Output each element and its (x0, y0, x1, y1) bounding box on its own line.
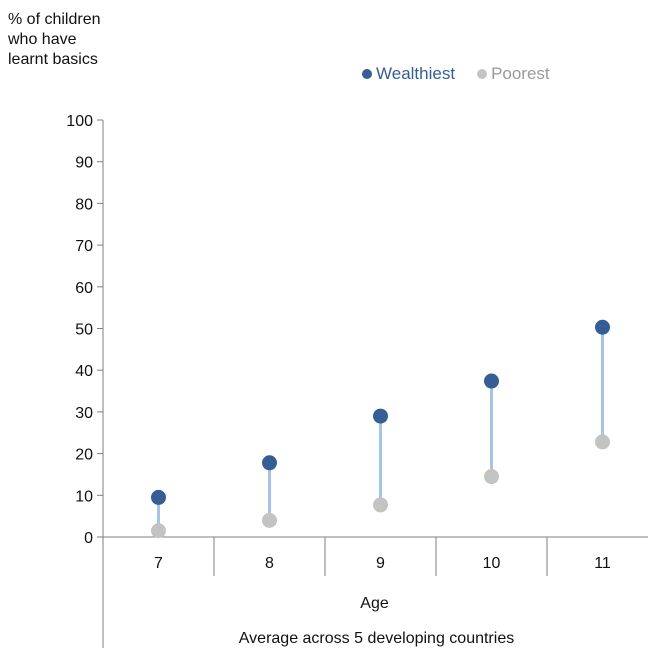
legend-label-poorest: Poorest (491, 64, 550, 83)
point-wealthiest (262, 455, 277, 471)
y-tick-label: 0 (84, 530, 93, 547)
y-tick-label: 30 (75, 405, 93, 422)
y-tick-label: 20 (75, 447, 93, 464)
point-poorest (373, 497, 388, 513)
legend-label-wealthiest: Wealthiest (376, 64, 456, 83)
legend-item-wealthiest: Wealthiest (362, 64, 455, 84)
legend-item-poorest: Poorest (477, 64, 550, 84)
y-tick-label: 50 (75, 322, 93, 339)
y-tick-label: 80 (75, 196, 93, 213)
point-poorest (262, 512, 277, 528)
y-tick-label: 60 (75, 280, 93, 297)
y-tick-label: 100 (66, 113, 93, 130)
x-axis-title: Age (360, 595, 389, 612)
y-tick-label: 90 (75, 155, 93, 172)
legend: Wealthiest Poorest (362, 64, 550, 84)
legend-marker-poorest (477, 69, 488, 79)
point-poorest (484, 469, 499, 485)
x-tick-label: 10 (483, 555, 501, 572)
legend-marker-wealthiest (362, 69, 372, 79)
x-tick-label: 7 (154, 555, 163, 572)
y-tick-label: 70 (75, 238, 93, 255)
point-poorest (595, 434, 610, 450)
chart-subtitle: Average across 5 developing countries (239, 630, 514, 647)
point-wealthiest (151, 489, 166, 505)
point-wealthiest (595, 319, 610, 335)
point-wealthiest (373, 408, 388, 424)
point-wealthiest (484, 373, 499, 389)
x-tick-label: 9 (376, 555, 385, 572)
y-tick-label: 10 (75, 488, 93, 505)
x-tick-label: 8 (265, 555, 274, 572)
x-tick-label: 11 (594, 555, 611, 572)
y-axis-title: % of children who have learnt basics (8, 11, 101, 68)
y-tick-label: 40 (75, 363, 93, 380)
point-poorest (151, 523, 166, 539)
